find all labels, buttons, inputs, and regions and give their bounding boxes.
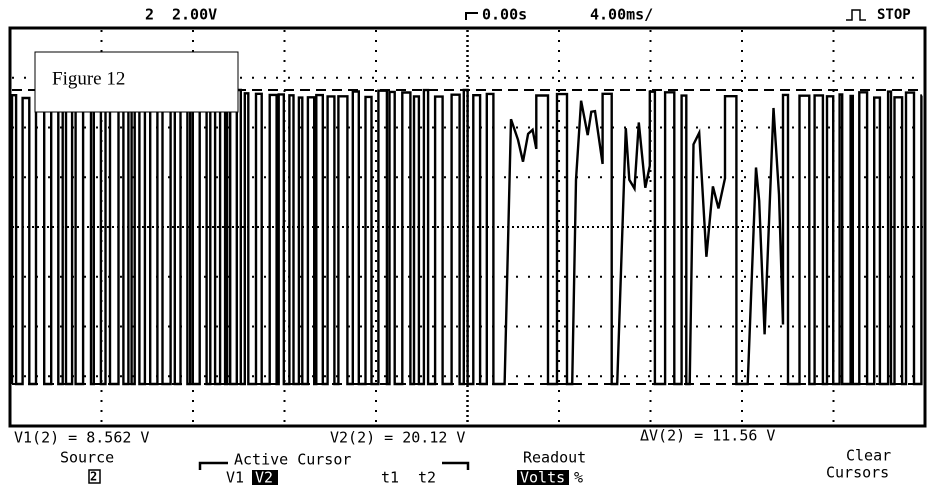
clear-line1[interactable]: Clear <box>846 447 891 465</box>
channel: 2 <box>145 6 154 24</box>
figure-label: Figure 12 <box>52 68 125 89</box>
cursor-option[interactable]: V2 <box>255 469 273 485</box>
readout-option[interactable]: % <box>574 469 583 485</box>
timebase: 4.00ms/ <box>590 6 653 24</box>
delay: 0.00s <box>482 6 527 24</box>
run-status: STOP <box>877 7 911 23</box>
source-value[interactable]: 2 <box>90 470 97 484</box>
cursor-option[interactable]: t1 <box>381 469 399 485</box>
source-title[interactable]: Source <box>60 449 114 467</box>
volts-per-div: 2.00V <box>172 6 217 24</box>
delta-readout: ΔV(2) = 11.56 V <box>640 427 775 445</box>
clear-line2[interactable]: Cursors <box>826 464 889 482</box>
cursor-option[interactable]: t2 <box>418 469 436 485</box>
active-cursor-title[interactable]: Active Cursor <box>234 451 351 469</box>
readout-title[interactable]: Readout <box>523 449 586 467</box>
readout-option[interactable]: Volts <box>520 469 565 485</box>
v2-readout: V2(2) = 20.12 V <box>330 429 465 447</box>
v1-readout: V1(2) = 8.562 V <box>14 429 149 447</box>
scope-screen: Figure 12 2 2.00V 0.00s 4.00ms/ STOP V1(… <box>0 0 935 485</box>
cursor-option[interactable]: V1 <box>226 469 244 485</box>
